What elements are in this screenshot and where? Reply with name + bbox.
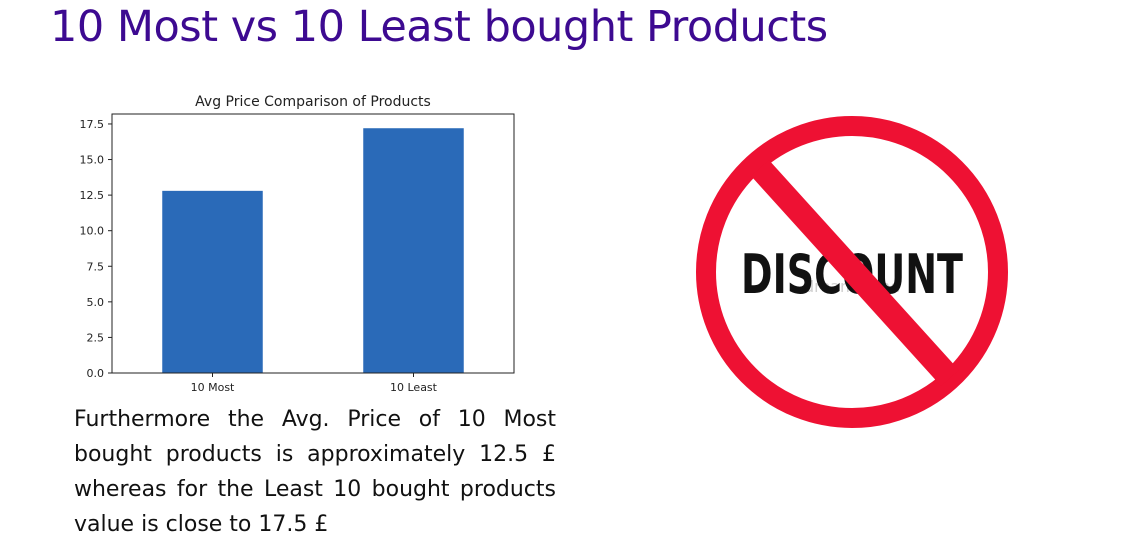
prohibition-slash xyxy=(751,159,959,387)
y-tick-label: 2.5 xyxy=(87,331,105,344)
y-axis: 0.0 2.5 5.0 7.5 10.0 12.5 15.0 17.5 xyxy=(80,118,112,380)
slide-title: 10 Most vs 10 Least bought Products xyxy=(50,2,828,52)
y-tick-label: 0.0 xyxy=(87,367,105,380)
no-discount-icon: dreamstime DISCOUNT xyxy=(696,116,1008,428)
x-tick-label: 10 Most xyxy=(191,381,235,394)
y-tick-label: 17.5 xyxy=(80,118,105,131)
y-tick-label: 5.0 xyxy=(87,296,105,309)
bar-chart: Avg Price Comparison of Products 0.0 2.5 5… xyxy=(80,94,515,394)
prohibition-ring xyxy=(696,116,1008,428)
x-axis: 10 Most 10 Least xyxy=(191,373,438,394)
x-tick-label: 10 Least xyxy=(390,381,438,394)
y-tick-label: 15.0 xyxy=(80,154,105,167)
y-tick-label: 10.0 xyxy=(80,225,105,238)
y-tick-label: 7.5 xyxy=(87,260,105,273)
caption-text: Furthermore the Avg. Price of 10 Most bo… xyxy=(74,407,556,537)
bars xyxy=(162,128,464,373)
y-tick-label: 12.5 xyxy=(80,189,105,202)
plot-frame xyxy=(111,113,515,374)
bar-2 xyxy=(363,128,464,373)
bar-1 xyxy=(162,190,263,373)
chart-title: Avg Price Comparison of Products xyxy=(195,94,431,110)
